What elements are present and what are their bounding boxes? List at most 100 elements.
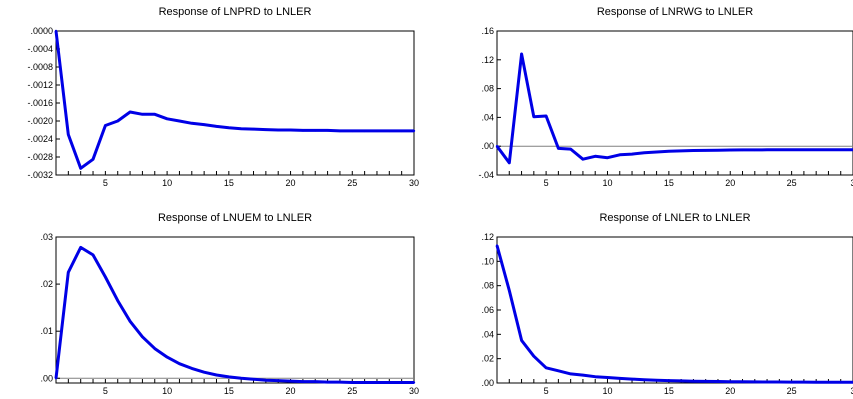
x-tick-label: 5 xyxy=(544,386,549,396)
data-point xyxy=(252,127,255,131)
x-tick-label: 25 xyxy=(347,178,357,188)
data-point xyxy=(814,148,818,151)
data-point xyxy=(178,119,181,123)
data-point xyxy=(326,380,329,384)
data-point xyxy=(667,150,671,153)
x-tick-label: 30 xyxy=(409,178,419,188)
data-point xyxy=(190,367,193,370)
y-tick-label: -.0012 xyxy=(27,80,53,90)
y-tick-label: -.0008 xyxy=(27,62,53,72)
x-tick-label: 3 xyxy=(850,386,853,396)
data-point xyxy=(753,380,756,384)
data-point xyxy=(190,122,193,125)
y-tick-label: .01 xyxy=(40,326,53,336)
x-tick-label: 10 xyxy=(162,386,172,396)
data-point xyxy=(202,123,206,126)
y-tick-label: -.0024 xyxy=(27,134,53,144)
data-point xyxy=(778,148,781,151)
y-tick-label: .0000 xyxy=(30,26,53,36)
x-tick-label: 5 xyxy=(103,178,108,188)
data-point xyxy=(54,377,58,380)
data-point xyxy=(594,375,597,378)
data-point xyxy=(716,148,720,152)
data-point xyxy=(606,376,609,379)
data-point xyxy=(569,147,572,151)
x-tick-label: 10 xyxy=(602,386,612,396)
data-point xyxy=(165,355,169,359)
y-tick-label: .00 xyxy=(481,378,494,388)
data-point xyxy=(655,379,658,382)
x-tick-label: 3 xyxy=(850,178,853,188)
data-point xyxy=(412,381,416,384)
data-point xyxy=(153,113,156,116)
data-point xyxy=(338,129,342,133)
y-tick-label: .12 xyxy=(481,55,494,65)
data-point xyxy=(128,110,132,114)
data-point xyxy=(239,127,243,130)
data-point xyxy=(79,246,82,249)
data-point xyxy=(54,29,58,33)
x-tick-label: 15 xyxy=(224,178,234,188)
data-point xyxy=(716,380,720,383)
data-point xyxy=(289,379,292,383)
data-point xyxy=(79,167,82,170)
y-tick-label: .02 xyxy=(481,354,494,364)
data-point xyxy=(753,148,756,152)
y-tick-label: .03 xyxy=(40,232,53,242)
data-point xyxy=(116,299,119,302)
y-tick-label: -.0032 xyxy=(27,170,53,180)
response-line xyxy=(54,245,414,384)
x-tick-label: 20 xyxy=(286,386,296,396)
data-point xyxy=(400,381,403,384)
data-point xyxy=(301,380,305,383)
data-point xyxy=(839,381,842,384)
data-point xyxy=(729,148,732,152)
data-point xyxy=(215,125,218,128)
data-point xyxy=(618,153,621,157)
data-point xyxy=(202,370,206,374)
data-point xyxy=(264,128,268,131)
data-point xyxy=(412,129,416,133)
data-point xyxy=(104,124,107,127)
data-point xyxy=(802,380,806,384)
data-point xyxy=(581,373,585,377)
data-point xyxy=(165,117,169,120)
y-tick-label: .06 xyxy=(481,305,494,315)
data-point xyxy=(388,129,391,133)
data-point xyxy=(692,379,695,383)
data-point xyxy=(765,148,769,151)
data-point xyxy=(375,381,379,384)
x-tick-label: 10 xyxy=(162,178,172,188)
x-tick-label: 20 xyxy=(725,178,735,188)
chart-title: Response of LNUEM to LNLER xyxy=(158,212,312,224)
data-point xyxy=(765,380,769,384)
data-point xyxy=(630,152,634,156)
data-point xyxy=(289,128,292,132)
data-point xyxy=(741,148,744,152)
y-tick-label: -.0016 xyxy=(27,98,53,108)
chart-title: Response of LNLER to LNLER xyxy=(599,212,750,224)
data-point xyxy=(790,148,793,151)
plot-frame xyxy=(55,236,415,384)
data-point xyxy=(375,129,379,133)
x-tick-label: 30 xyxy=(409,386,419,396)
data-point xyxy=(544,114,548,118)
response-line xyxy=(495,52,853,165)
data-point xyxy=(67,133,70,136)
data-point xyxy=(557,147,560,150)
y-tick-label: .04 xyxy=(481,329,494,339)
data-point xyxy=(827,148,830,151)
data-point xyxy=(667,379,671,382)
x-tick-label: 5 xyxy=(544,178,549,188)
chart-title: Response of LNRWG to LNLER xyxy=(597,6,753,18)
data-point xyxy=(227,375,231,379)
y-tick-label: .08 xyxy=(481,281,494,291)
data-point xyxy=(618,377,621,380)
data-point xyxy=(153,347,156,350)
data-point xyxy=(520,339,523,342)
data-point xyxy=(326,129,329,132)
data-point xyxy=(508,289,511,292)
data-point xyxy=(264,378,268,382)
data-point xyxy=(606,156,609,159)
data-point xyxy=(741,380,744,383)
